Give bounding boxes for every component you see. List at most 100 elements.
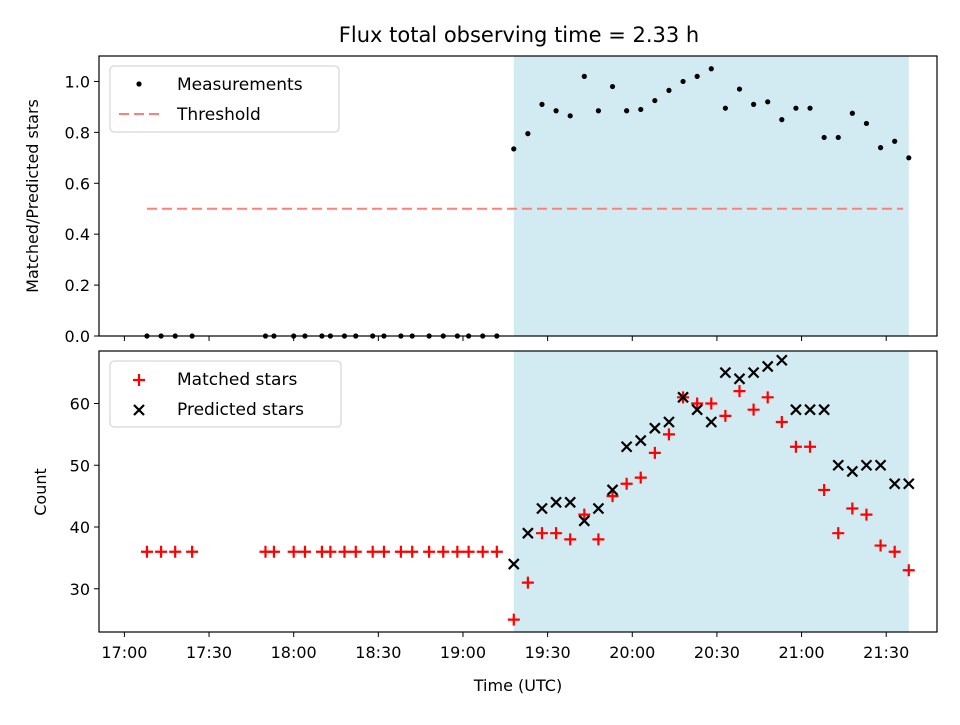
measurement-point [877,145,884,151]
matched-star-point [634,471,647,484]
matched-star-point [394,545,407,558]
matched-star-point [169,545,182,558]
legend-label-matched: Matched stars [177,370,297,390]
matched-star-point [423,545,436,558]
measurement-point [807,105,813,111]
matched-star-point [476,545,489,558]
x-axis-label: Time (UTC) [473,676,562,695]
matched-star-point [662,428,675,441]
predicted-star-point [719,366,732,379]
predicted-star-point [818,403,830,416]
x-tick-label: 21:00 [779,643,825,662]
predicted-star-point [747,366,760,379]
matched-star-point [606,490,619,503]
legend-box-bottom [109,360,342,428]
matched-star-point [324,545,337,558]
measurement-point [765,99,771,105]
measurement-point [821,134,827,141]
y-tick-label: 1.0 [65,72,90,91]
measurement-point [595,108,602,114]
matched-star-point [564,533,577,546]
matched-star-point [521,576,534,589]
matched-star-point [846,502,859,515]
matched-star-point [462,545,475,558]
matched-star-point [888,545,901,558]
predicted-star-point [691,403,703,416]
matched-star-point [804,440,817,453]
y-ticks-bottom: 30 40 50 60 [70,394,99,599]
measurement-point [609,83,616,90]
measurement-point [892,138,898,144]
matched-star-point [186,545,199,558]
top-panel: 0.0 0.2 0.4 0.6 0.8 1.0 Matched/Predicted sta… [23,55,938,346]
measurement-point [779,117,785,123]
y-axis-label-bottom: Count [31,468,50,516]
measurement-point [581,73,587,79]
x-tick-label: 20:30 [694,643,740,662]
matched-star-point [490,545,503,558]
matched-star-point [818,483,831,496]
legend-marker-matched [133,374,145,386]
predicted-star-point [592,502,605,515]
predicted-star-point [507,558,520,570]
predicted-star-point [705,416,718,428]
y-tick-label: 60 [70,394,90,413]
measurement-point [708,66,714,72]
measurement-point [624,108,630,114]
matched-star-point [267,545,280,558]
measurement-point [849,110,855,116]
predicted-star-point [649,422,661,434]
matched-star-point [648,446,661,459]
predicted-star-point [536,502,548,515]
measurement-point [680,78,686,85]
bottom-panel: 30 40 50 60 17:00 17:30 18:00 18:30 19:00 19:30 2… [31,350,938,695]
y-tick-label: 40 [70,518,90,537]
measurement-point [863,120,870,127]
x-ticks-top [123,336,887,341]
y-axis-label-top: Matched/Predicted stars [23,99,42,293]
matched-star-point [338,545,351,558]
y-tick-label: 0.4 [65,225,90,244]
matched-star-point [733,385,746,398]
legend-label-measurements: Measurements [177,75,303,95]
x-tick-label: 19:30 [525,643,571,662]
matched-star-point [298,545,311,558]
matched-star-point [550,527,563,540]
x-tick-label: 21:30 [863,643,909,662]
predicted-star-point [846,465,859,478]
matched-star-point [377,545,390,558]
y-tick-label: 0.0 [65,327,90,346]
matched-star-point [747,403,760,416]
measurement-point [539,101,545,107]
legend-box-top [109,65,340,133]
predicted-star-point [677,391,689,404]
legend-marker-measurements [136,81,142,87]
matched-star-point [406,545,419,558]
matched-star-point [860,508,873,521]
x-ticks-bottom: 17:00 17:30 18:00 18:30 19:00 19:30 20:00 20:30… [101,632,909,662]
matched-star-point [366,545,379,558]
x-tick-label: 17:00 [101,643,147,662]
legend-label-predicted: Predicted stars [177,400,304,420]
matched-star-point [832,527,845,540]
matched-star-point [578,508,591,521]
predicted-star-point [888,478,901,490]
legend-top: Measurements Threshold [109,65,340,133]
matched-star-point [535,527,548,540]
measurement-point [553,108,559,114]
matched-star-point [507,613,520,626]
y-ticks-top: 0.0 0.2 0.4 0.6 0.8 1.0 [65,72,99,346]
legend-label-threshold: Threshold [176,105,261,125]
chart-title: Flux total observing time = 2.33 h [339,23,699,47]
matched-star-point [719,409,732,422]
predicted-star-point [776,354,788,367]
matched-star-point [705,397,718,410]
x-tick-label: 17:30 [186,643,232,662]
matched-star-point [287,545,300,558]
y-tick-label: 0.8 [65,123,90,142]
predicted-star-point [874,459,887,472]
measurement-point [793,105,799,111]
measurement-point [835,134,841,141]
predicted-star-point [733,373,746,385]
matched-star-point [874,539,887,552]
